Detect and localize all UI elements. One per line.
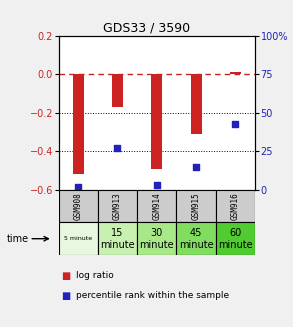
Point (76, 184, 81, 189)
Bar (230, 73, 241, 74)
Bar (176, 190, 216, 222)
Text: ■: ■ (62, 271, 71, 282)
Bar (98, 222, 137, 255)
Point (154, 182, 159, 188)
Bar (151, 74, 162, 168)
Bar (216, 190, 255, 222)
Text: percentile rank within the sample: percentile rank within the sample (76, 291, 229, 300)
Text: ■: ■ (62, 291, 71, 301)
Text: log ratio: log ratio (76, 271, 114, 281)
Text: 60
minute: 60 minute (218, 228, 253, 250)
Text: GSM915: GSM915 (192, 192, 200, 220)
Text: time: time (6, 234, 29, 244)
Bar (112, 74, 123, 107)
Point (233, 121, 238, 126)
Text: GSM914: GSM914 (152, 192, 161, 220)
Text: 5 minute: 5 minute (64, 236, 92, 241)
Bar (190, 74, 202, 134)
Bar (176, 222, 216, 255)
Bar (137, 190, 176, 222)
Bar (137, 222, 176, 255)
Bar (216, 222, 255, 255)
Point (115, 146, 120, 151)
Text: GDS33 / 3590: GDS33 / 3590 (103, 21, 190, 34)
Bar (73, 74, 84, 174)
Bar (59, 190, 98, 222)
Text: GSM908: GSM908 (74, 192, 83, 220)
Text: 30
minute: 30 minute (139, 228, 174, 250)
Bar (98, 190, 137, 222)
Text: 15
minute: 15 minute (100, 228, 135, 250)
Text: 45
minute: 45 minute (179, 228, 213, 250)
Text: GSM916: GSM916 (231, 192, 240, 220)
Bar (59, 222, 98, 255)
Text: GSM913: GSM913 (113, 192, 122, 220)
Point (194, 164, 198, 169)
